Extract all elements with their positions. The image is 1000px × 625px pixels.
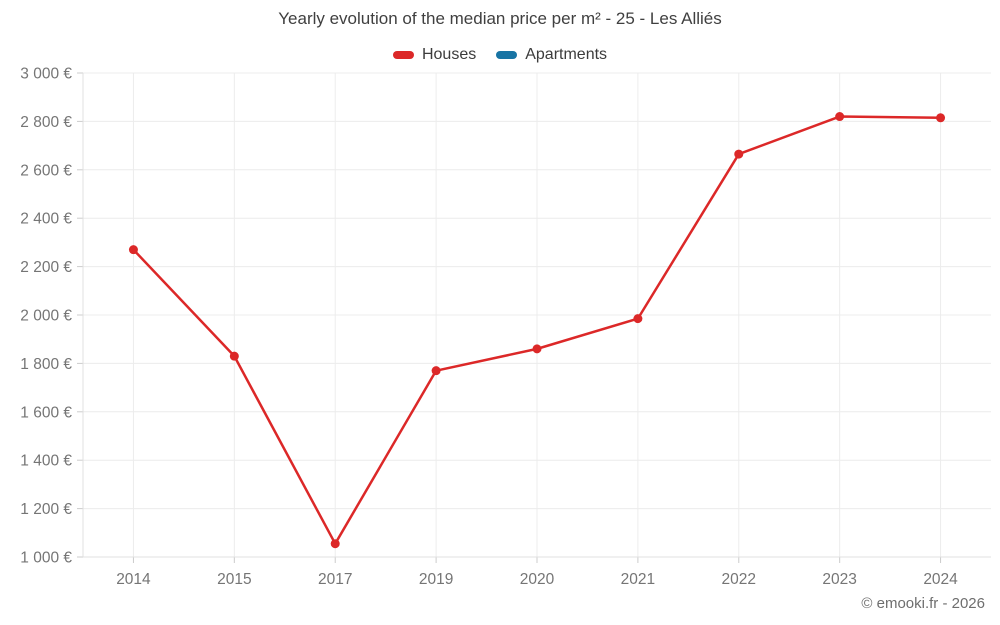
x-axis-label: 2023 — [822, 571, 856, 588]
y-axis-label: 3 000 € — [20, 66, 72, 83]
x-axis-label: 2024 — [923, 571, 958, 588]
y-axis-label: 2 000 € — [20, 308, 72, 325]
y-axis-label: 1 600 € — [20, 404, 72, 421]
legend-item-houses[interactable]: Houses — [392, 46, 477, 64]
x-axis-label: 2015 — [217, 571, 251, 588]
y-axis-label: 2 400 € — [20, 211, 72, 228]
houses-swatch-icon — [392, 51, 414, 59]
y-axis-label: 2 600 € — [20, 162, 72, 179]
y-axis-label: 1 400 € — [20, 453, 72, 470]
copyright-text: © emooki.fr - 2026 — [861, 595, 985, 612]
y-axis-label: 2 200 € — [20, 259, 72, 276]
legend-item-apartments[interactable]: Apartments — [496, 46, 607, 64]
apartments-swatch-icon — [496, 51, 518, 59]
x-axis-label: 2017 — [318, 571, 352, 588]
x-axis-label: 2020 — [520, 571, 555, 588]
houses-data-point-2023[interactable] — [835, 112, 845, 122]
chart-title: Yearly evolution of the median price per… — [278, 9, 722, 28]
x-axis-label: 2021 — [621, 571, 655, 588]
legend-label-apartments: Apartments — [525, 46, 608, 63]
y-axis-label: 1 000 € — [20, 550, 72, 567]
y-axis-label: 1 200 € — [20, 501, 72, 518]
y-axis-label: 2 800 € — [20, 114, 72, 131]
legend-label-houses: Houses — [421, 46, 477, 63]
y-axis-label: 1 800 € — [20, 356, 72, 373]
x-axis-label: 2019 — [419, 571, 453, 588]
houses-data-point-2021[interactable] — [633, 314, 643, 324]
legend: Houses Apartments — [0, 46, 1000, 64]
houses-data-point-2019[interactable] — [431, 366, 441, 376]
x-axis-label: 2014 — [116, 571, 151, 588]
houses-data-point-2017[interactable] — [330, 539, 340, 549]
houses-data-point-2024[interactable] — [936, 113, 946, 123]
houses-data-point-2015[interactable] — [229, 351, 239, 361]
houses-data-point-2020[interactable] — [532, 344, 542, 354]
houses-data-point-2022[interactable] — [734, 149, 744, 159]
houses-data-point-2014[interactable] — [128, 245, 138, 255]
x-axis-label: 2022 — [722, 571, 756, 588]
